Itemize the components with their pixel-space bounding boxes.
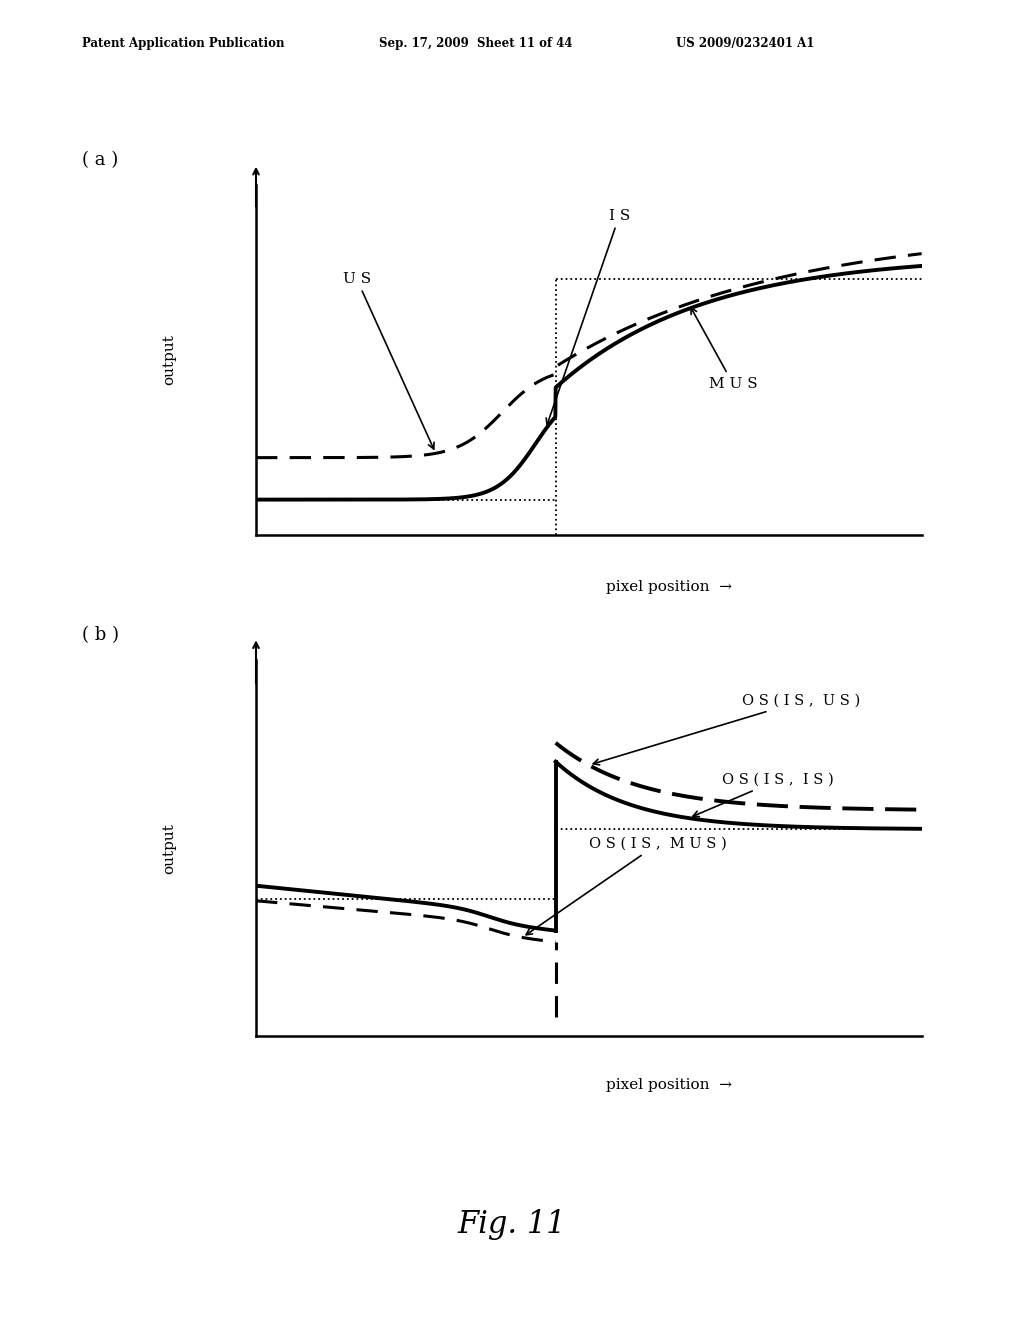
Text: output: output [163,334,176,385]
Text: O S ( I S ,  U S ): O S ( I S , U S ) [593,694,860,764]
Text: pixel position  →: pixel position → [605,579,732,594]
Text: U S: U S [342,272,434,449]
Text: US 2009/0232401 A1: US 2009/0232401 A1 [676,37,814,50]
Text: Patent Application Publication: Patent Application Publication [82,37,285,50]
Text: output: output [163,822,176,874]
Text: ( a ): ( a ) [82,150,118,169]
Text: Fig. 11: Fig. 11 [458,1209,566,1241]
Text: ( b ): ( b ) [82,626,119,644]
Text: I S: I S [546,209,630,425]
Text: M U S: M U S [691,308,757,391]
Text: Sep. 17, 2009  Sheet 11 of 44: Sep. 17, 2009 Sheet 11 of 44 [379,37,572,50]
Text: O S ( I S ,  I S ): O S ( I S , I S ) [693,774,834,817]
Text: O S ( I S ,  M U S ): O S ( I S , M U S ) [526,837,727,935]
Text: pixel position  →: pixel position → [605,1077,732,1092]
